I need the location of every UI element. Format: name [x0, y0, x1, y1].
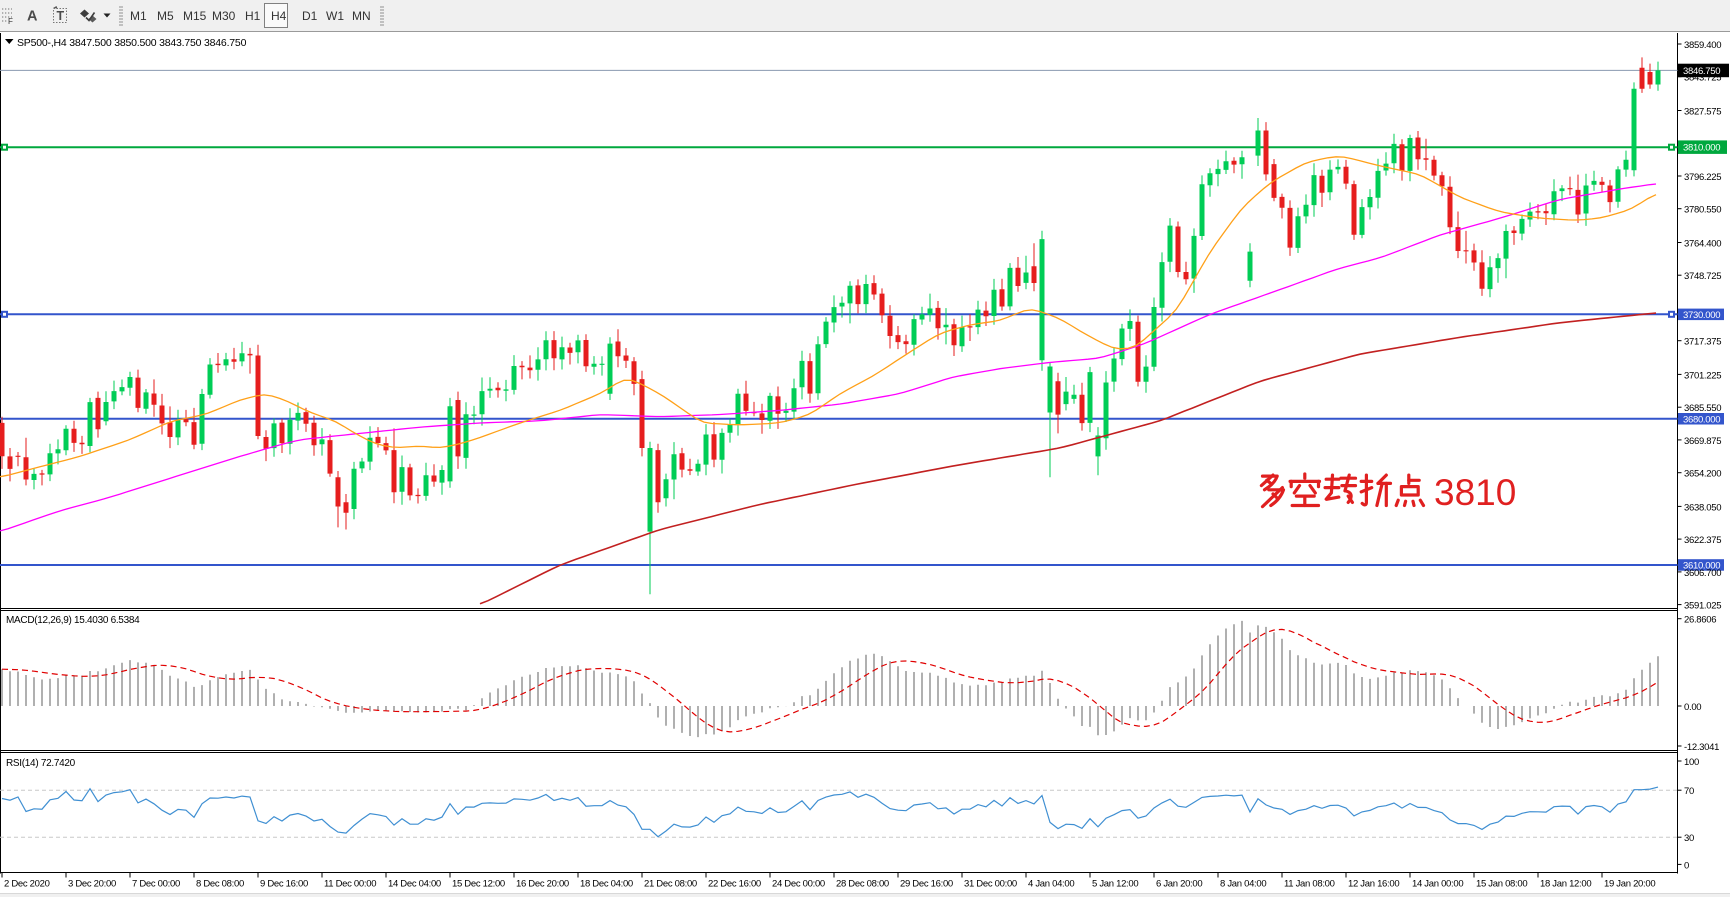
svg-text:28 Dec 08:00: 28 Dec 08:00	[836, 879, 889, 890]
svg-text:M30: M30	[212, 9, 236, 23]
svg-text:18 Jan 12:00: 18 Jan 12:00	[1540, 879, 1591, 890]
svg-text:3764.400: 3764.400	[1684, 239, 1721, 250]
svg-text:F: F	[8, 17, 13, 26]
svg-text:15 Dec 12:00: 15 Dec 12:00	[452, 879, 505, 890]
svg-text:5 Jan 12:00: 5 Jan 12:00	[1092, 879, 1138, 890]
svg-text:12 Jan 16:00: 12 Jan 16:00	[1348, 879, 1399, 890]
svg-text:7 Dec 00:00: 7 Dec 00:00	[132, 879, 180, 890]
svg-text:3730.000: 3730.000	[1683, 310, 1720, 321]
svg-text:0.00: 0.00	[1684, 702, 1701, 713]
svg-text:21 Dec 08:00: 21 Dec 08:00	[644, 879, 697, 890]
svg-text:H1: H1	[245, 9, 261, 23]
svg-text:3846.750: 3846.750	[1683, 66, 1720, 77]
svg-text:T: T	[57, 9, 65, 23]
svg-text:3622.375: 3622.375	[1684, 535, 1721, 546]
svg-text:-12.3041: -12.3041	[1684, 742, 1719, 753]
svg-text:11 Jan 08:00: 11 Jan 08:00	[1284, 879, 1335, 890]
svg-text:29 Dec 16:00: 29 Dec 16:00	[900, 879, 953, 890]
svg-text:4 Jan 04:00: 4 Jan 04:00	[1028, 879, 1074, 890]
svg-text:3827.575: 3827.575	[1684, 107, 1721, 118]
svg-text:11 Dec 00:00: 11 Dec 00:00	[324, 879, 376, 890]
svg-text:3843.725: 3843.725	[1684, 73, 1721, 84]
svg-text:26.8606: 26.8606	[1684, 615, 1716, 626]
svg-text:3680.000: 3680.000	[1683, 414, 1720, 425]
svg-text:MACD(12,26,9) 15.4030 6.5384: MACD(12,26,9) 15.4030 6.5384	[6, 615, 140, 626]
svg-text:18 Dec 04:00: 18 Dec 04:00	[580, 879, 633, 890]
svg-text:M15: M15	[183, 9, 207, 23]
svg-text:H4: H4	[271, 9, 287, 23]
svg-text:100: 100	[1684, 757, 1699, 768]
svg-text:3606.700: 3606.700	[1684, 568, 1721, 579]
svg-text:M5: M5	[157, 9, 174, 23]
svg-text:3685.550: 3685.550	[1684, 403, 1721, 414]
svg-text:31 Dec 00:00: 31 Dec 00:00	[964, 879, 1017, 890]
svg-text:3701.225: 3701.225	[1684, 370, 1721, 381]
svg-text:A: A	[27, 9, 38, 25]
svg-text:3796.225: 3796.225	[1684, 172, 1721, 183]
svg-text:M1: M1	[130, 9, 147, 23]
svg-text:D1: D1	[302, 9, 318, 23]
svg-text:RSI(14) 72.7420: RSI(14) 72.7420	[6, 758, 76, 769]
svg-text:9 Dec 16:00: 9 Dec 16:00	[260, 879, 308, 890]
svg-text:3 Dec 20:00: 3 Dec 20:00	[68, 879, 116, 890]
svg-text:2 Dec 2020: 2 Dec 2020	[4, 879, 50, 890]
svg-text:0: 0	[1684, 860, 1689, 871]
svg-text:MN: MN	[352, 9, 371, 23]
svg-text:14 Jan 00:00: 14 Jan 00:00	[1412, 879, 1463, 890]
svg-text:3669.875: 3669.875	[1684, 436, 1721, 447]
svg-text:3810: 3810	[1434, 472, 1516, 513]
svg-text:8 Jan 04:00: 8 Jan 04:00	[1220, 879, 1266, 890]
svg-text:14 Dec 04:00: 14 Dec 04:00	[388, 879, 441, 890]
svg-text:3638.050: 3638.050	[1684, 502, 1721, 513]
svg-text:3859.400: 3859.400	[1684, 40, 1721, 51]
svg-text:8 Dec 08:00: 8 Dec 08:00	[196, 879, 244, 890]
svg-text:3810.000: 3810.000	[1683, 143, 1720, 154]
svg-text:3591.025: 3591.025	[1684, 601, 1721, 612]
svg-text:3748.725: 3748.725	[1684, 271, 1721, 282]
svg-text:16 Dec 20:00: 16 Dec 20:00	[516, 879, 569, 890]
svg-text:30: 30	[1684, 833, 1694, 844]
svg-text:3654.200: 3654.200	[1684, 469, 1721, 480]
svg-text:3717.375: 3717.375	[1684, 337, 1721, 348]
svg-text:24 Dec 00:00: 24 Dec 00:00	[772, 879, 825, 890]
svg-text:6 Jan 20:00: 6 Jan 20:00	[1156, 879, 1202, 890]
svg-text:SP500-,H4 3847.500 3850.500 3: SP500-,H4 3847.500 3850.500 3843.750 384…	[17, 37, 247, 49]
svg-text:70: 70	[1684, 786, 1694, 797]
svg-text:22 Dec 16:00: 22 Dec 16:00	[708, 879, 761, 890]
svg-text:19 Jan 20:00: 19 Jan 20:00	[1604, 879, 1655, 890]
svg-text:15 Jan 08:00: 15 Jan 08:00	[1476, 879, 1527, 890]
svg-text:W1: W1	[326, 9, 344, 23]
svg-text:3610.000: 3610.000	[1683, 561, 1720, 572]
svg-text:3780.550: 3780.550	[1684, 205, 1721, 216]
